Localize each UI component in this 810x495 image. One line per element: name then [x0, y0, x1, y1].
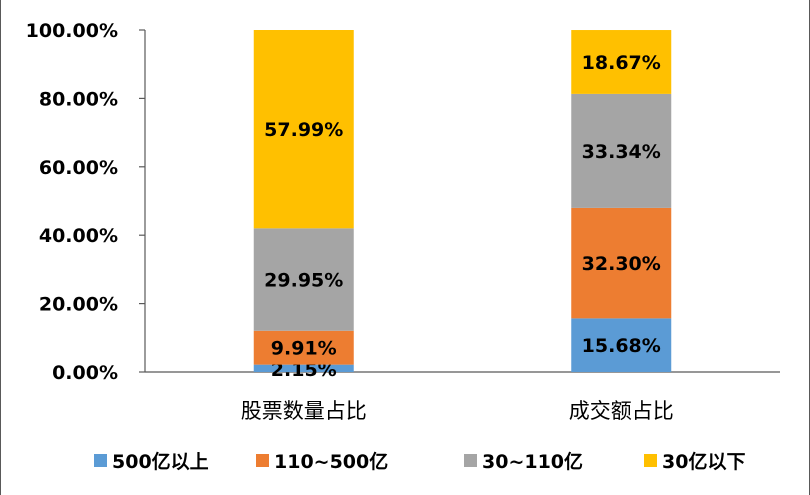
legend-swatch: [464, 454, 477, 467]
y-tick-label: 40.00%: [39, 225, 118, 247]
legend-swatch: [94, 454, 107, 467]
x-category-label: 成交额占比: [569, 399, 674, 423]
legend-swatch: [644, 454, 657, 467]
bar-segment: [253, 228, 354, 331]
y-tick-label: 80.00%: [39, 88, 118, 110]
legend-entry: 30亿以下: [662, 450, 745, 473]
y-tick-label: 100.00%: [26, 20, 118, 42]
bar-segment: [253, 364, 354, 372]
legend-swatch: [256, 454, 269, 467]
bar-segment: [571, 30, 672, 94]
data-label: 9.91%: [271, 338, 337, 360]
legend-entry: 110~500亿: [274, 450, 388, 473]
x-category-label: 股票数量占比: [241, 399, 367, 423]
data-label: 33.34%: [582, 141, 661, 163]
y-tick-label: 20.00%: [39, 294, 118, 316]
y-tick-label: 0.00%: [52, 362, 118, 384]
data-label: 15.68%: [582, 335, 661, 357]
data-label: 18.67%: [582, 52, 661, 74]
data-label: 57.99%: [264, 119, 343, 141]
legend-entry: 30~110亿: [482, 450, 583, 473]
data-label: 29.95%: [264, 270, 343, 292]
y-tick-label: 60.00%: [39, 157, 118, 179]
bar-segment: [571, 318, 672, 372]
data-label: 32.30%: [582, 253, 661, 275]
legend-entry: 500亿以上: [112, 450, 209, 473]
bar-segment: [253, 330, 354, 365]
bar-segment: [571, 93, 672, 208]
bar-segment: [571, 207, 672, 319]
bar-segment: [253, 30, 354, 229]
